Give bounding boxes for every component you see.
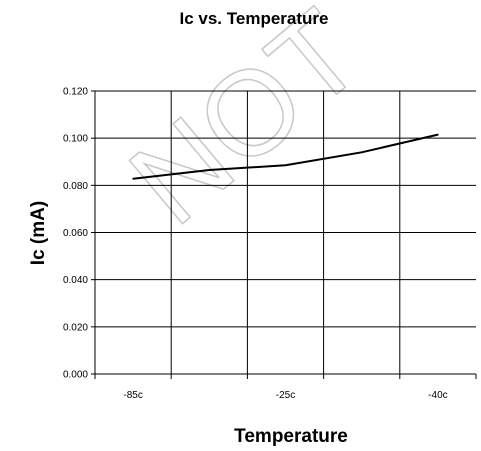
y-axis-title: Ic (mA) [28,201,49,265]
x-axis-title: Temperature [234,426,348,447]
y-tick-label: 0.080 [63,181,88,192]
y-tick-label: 0.000 [63,370,88,381]
data-point [437,133,439,136]
x-tick-label: -85c [123,390,142,401]
watermark-text: NOT [106,0,386,250]
y-tick-label: 0.060 [63,228,88,239]
y-tick-label: 0.020 [63,322,88,333]
data-point [360,151,363,154]
chart-title: Ic vs. Temperature [180,9,329,28]
x-tick-label: -40c [428,390,447,401]
x-tick-label: -25c [276,390,295,401]
data-point [284,164,287,167]
y-tick-label: 0.100 [63,134,88,145]
plot-area: 0.000 0.020 0.040 0.060 0.080 0.100 0.120 -85c -… [63,87,477,401]
y-tick-label: 0.120 [63,87,88,98]
data-point [208,169,211,171]
y-tick-label: 0.040 [63,275,88,286]
data-point [132,177,134,180]
